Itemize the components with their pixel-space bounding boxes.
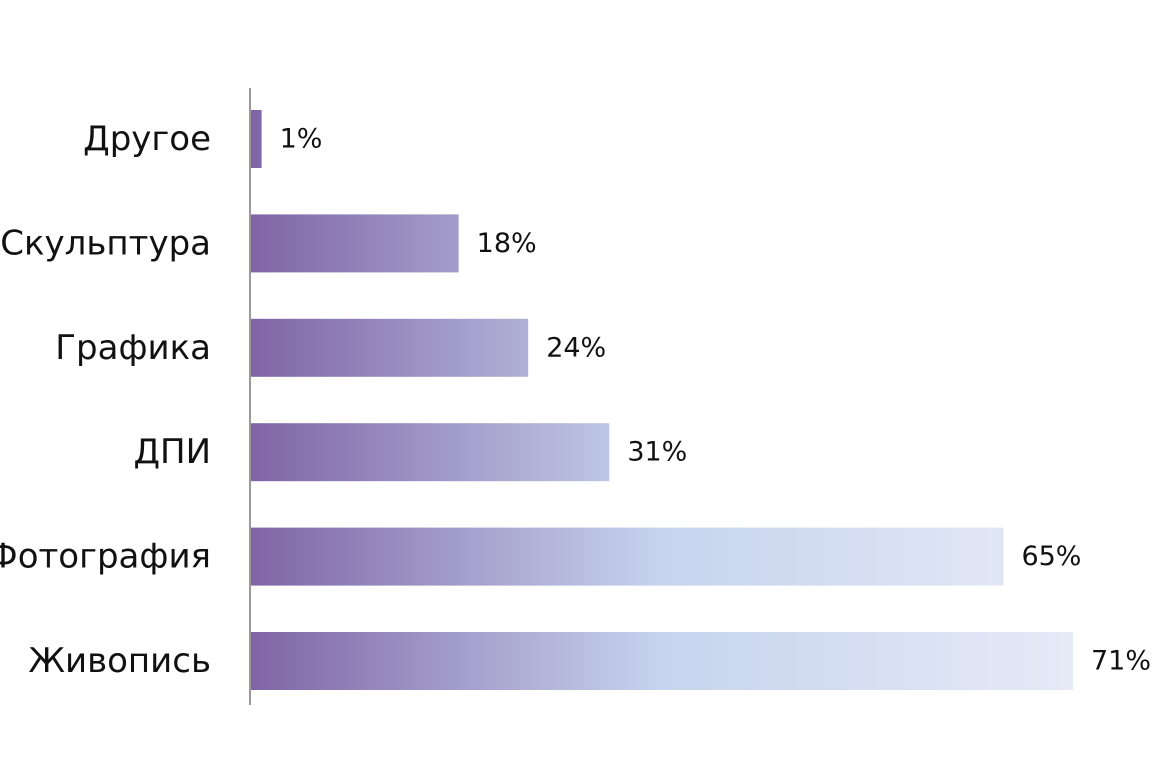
category-label: Графика [55,328,211,368]
category-label: Фотография [0,537,211,577]
category-label: Скульптура [0,223,211,263]
category-label: ДПИ [133,432,211,472]
value-label: 71% [1091,646,1151,677]
value-label: 18% [477,228,537,259]
bar-0 [250,110,262,168]
bar-1 [250,214,459,273]
bar-4 [250,527,1004,586]
bars-group [250,110,1073,690]
value-label: 24% [546,332,606,363]
value-labels-group: 1% 18% 24% 31% 65% 71% [280,124,1151,677]
category-label: Другое [83,119,211,159]
bar-5 [250,632,1073,690]
value-label: 31% [627,437,687,468]
bar-2 [250,318,529,377]
value-label: 1% [280,124,323,155]
category-labels-group: Другое Скульптура Графика ДПИ Фотография Живо… [0,119,211,681]
bar-3 [250,423,610,482]
value-label: 65% [1021,541,1081,572]
category-label: Живопись [28,641,211,681]
